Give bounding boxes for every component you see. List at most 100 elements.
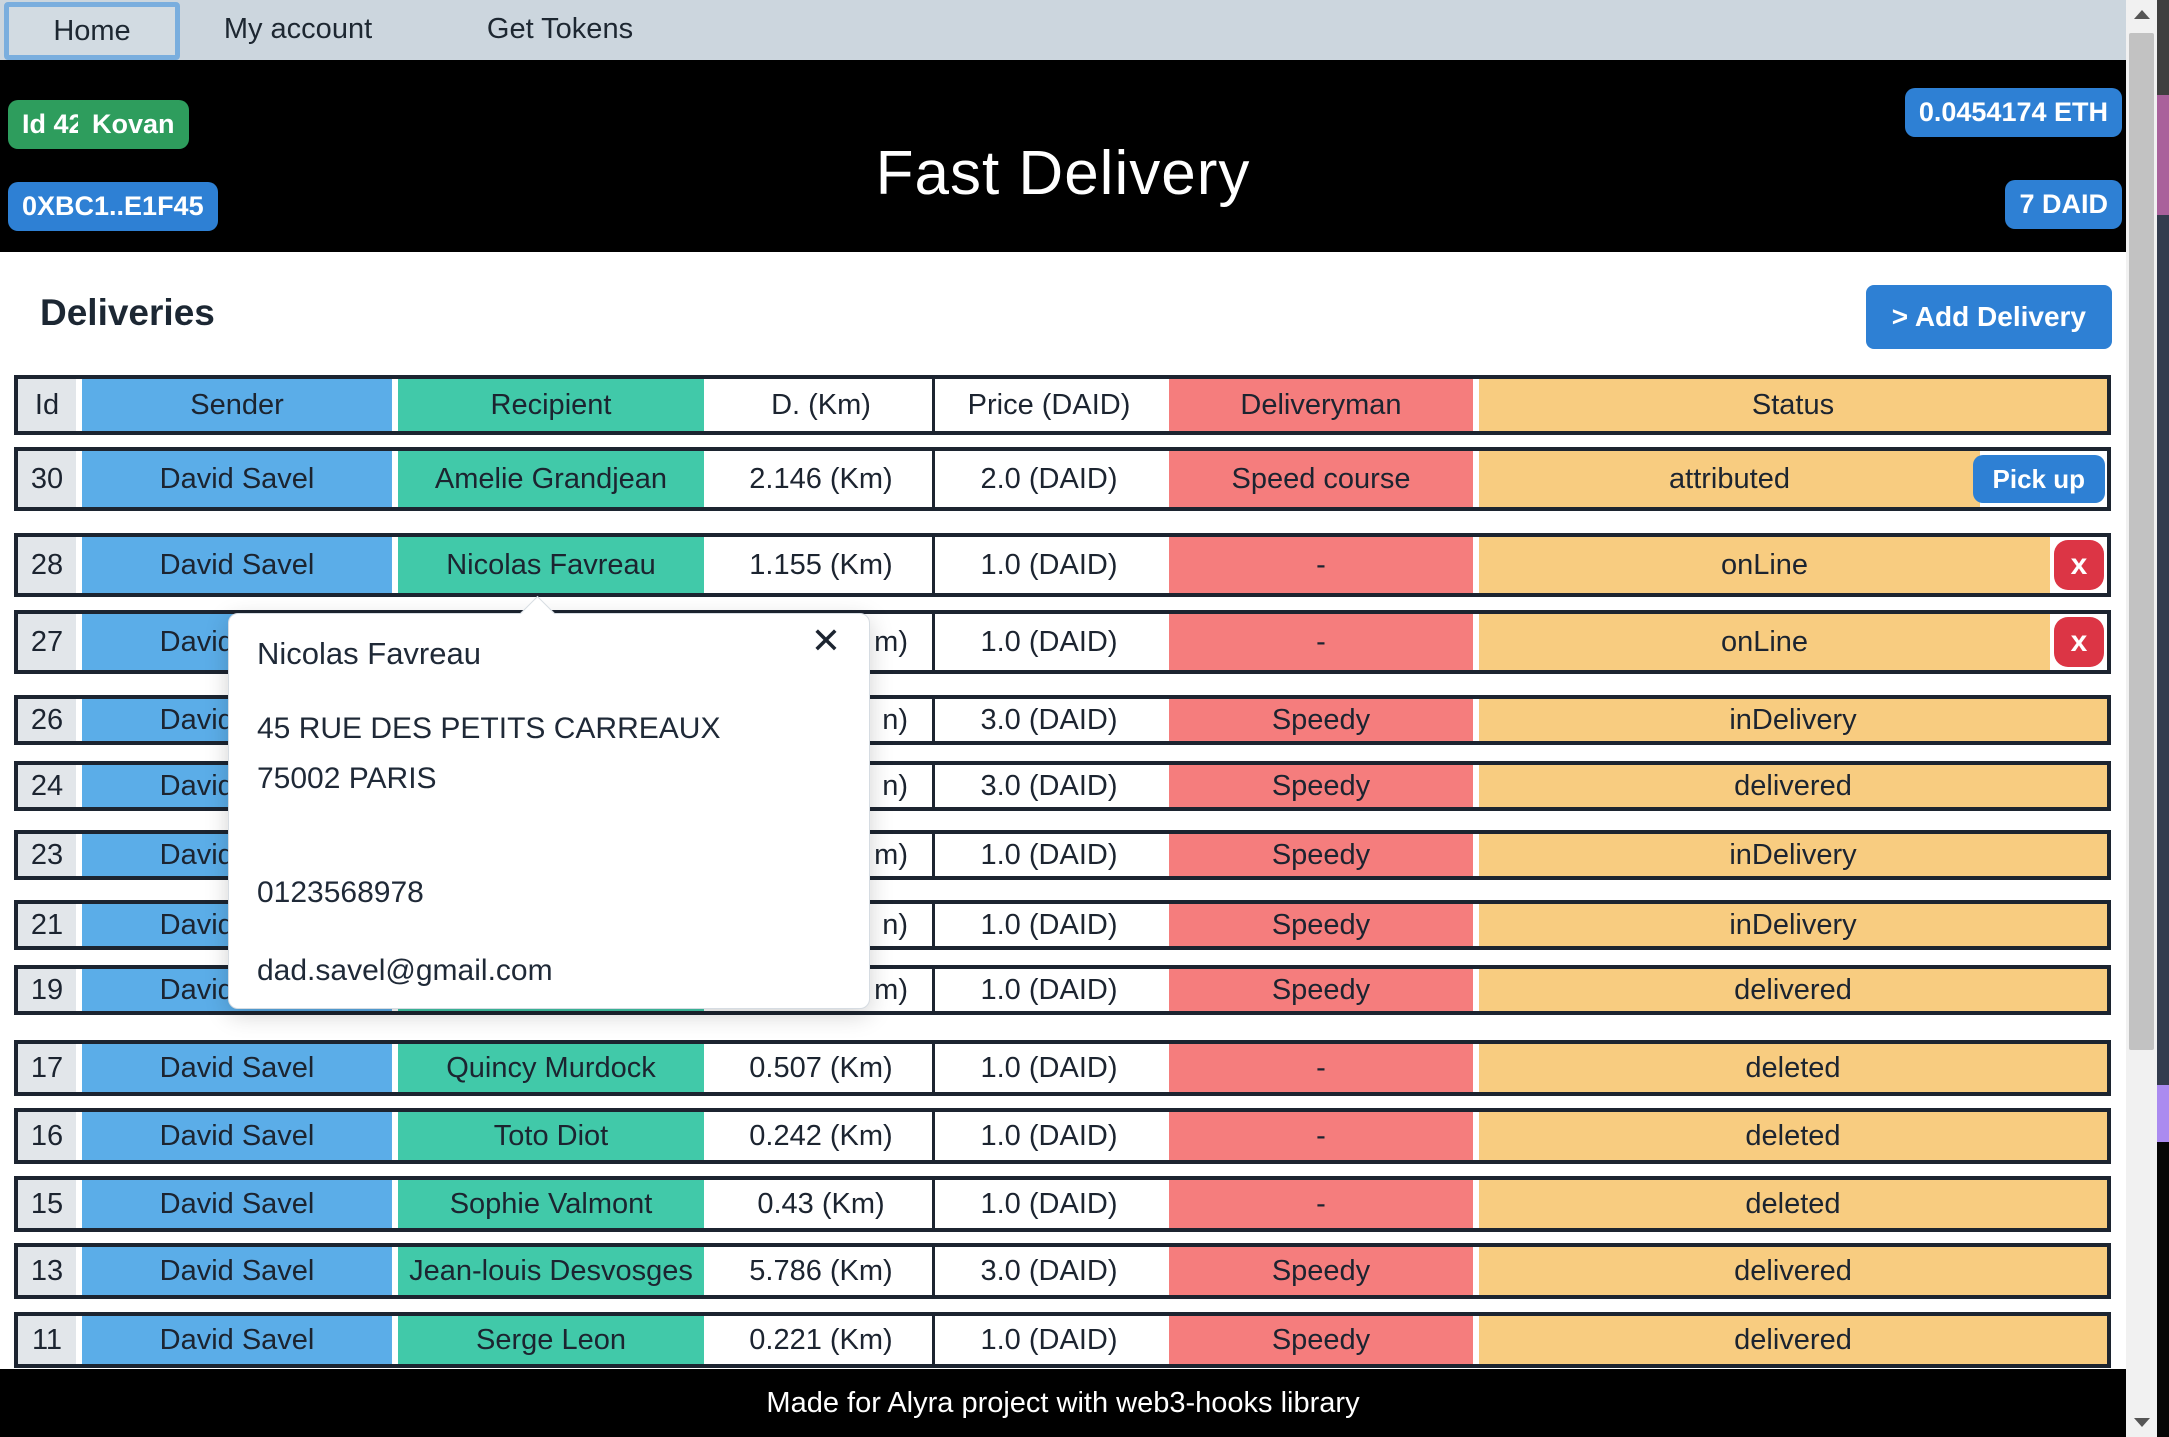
cell-gap (1473, 537, 1479, 593)
status-cell: inDelivery (1479, 834, 2107, 876)
status-cell: onLine x (1479, 614, 2107, 670)
recipient-cell[interactable]: Sophie Valmont (398, 1180, 704, 1228)
deliveryman-cell: Speedy (1169, 699, 1473, 741)
deliveryman-cell: Speedy (1169, 1247, 1473, 1295)
cell-gap (704, 537, 710, 593)
cell-gap (392, 1044, 398, 1092)
cell-gap (1473, 1044, 1479, 1092)
deliveryman-cell: Speedy (1169, 904, 1473, 946)
cell-gap (1473, 834, 1479, 876)
cell-gap (1473, 904, 1479, 946)
scrollbar-down-arrow[interactable] (2134, 1418, 2150, 1427)
price-cell: 1.0 (DAID) (935, 1044, 1163, 1092)
cell-gap (392, 537, 398, 593)
recipient-popup: ✕ Nicolas Favreau 45 RUE DES PETITS CARR… (228, 595, 870, 1009)
delete-delivery-button[interactable]: x (2054, 540, 2104, 590)
pick-up-button[interactable]: Pick up (1972, 455, 2105, 503)
cell-gap (1163, 699, 1169, 741)
cell-gap (704, 1112, 710, 1160)
cell-gap (932, 537, 935, 593)
status-badge: deleted (1479, 1044, 2107, 1092)
recipient-cell[interactable]: Jean-louis Desvosges (398, 1247, 704, 1295)
footer-text: Made for Alyra project with web3-hooks l… (766, 1386, 1360, 1419)
distance-cell: 0.507 (Km) (710, 1044, 932, 1092)
popup-recipient-name: Nicolas Favreau (257, 636, 481, 671)
deliveries-heading: Deliveries (40, 292, 215, 333)
status-badge: deleted (1479, 1112, 2107, 1160)
deliveryman-cell: Speedy (1169, 1316, 1473, 1364)
status-badge: inDelivery (1479, 904, 2107, 946)
column-header-id: Id (18, 379, 76, 431)
cell-gap (932, 904, 935, 946)
nav-tab-home[interactable]: Home (4, 2, 180, 60)
close-icon[interactable]: ✕ (805, 622, 847, 660)
recipient-cell[interactable]: Serge Leon (398, 1316, 704, 1364)
cell-gap (1473, 969, 1479, 1011)
price-cell: 3.0 (DAID) (935, 765, 1163, 807)
column-separator (932, 379, 935, 431)
cell-gap (704, 379, 710, 431)
deliveryman-cell: - (1169, 614, 1473, 670)
row-id-cell: 27 (18, 614, 76, 670)
cell-gap (1473, 1112, 1479, 1160)
status-cell: delivered (1479, 1247, 2107, 1295)
status-badge: deleted (1479, 1180, 2107, 1228)
cell-gap (1163, 904, 1169, 946)
status-cell: deleted (1479, 1044, 2107, 1092)
cell-gap (1163, 614, 1169, 670)
cell-gap (76, 1316, 82, 1364)
daid-balance-badge: 7 DAID (2005, 180, 2122, 229)
cell-gap (76, 537, 82, 593)
status-badge: inDelivery (1479, 834, 2107, 876)
deliveryman-cell: Speedy (1169, 969, 1473, 1011)
status-badge: delivered (1479, 969, 2107, 1011)
status-badge: delivered (1479, 765, 2107, 807)
nav-tab-my-account[interactable]: My account (223, 12, 373, 45)
column-header-sender: Sender (82, 379, 392, 431)
add-delivery-button[interactable]: > Add Delivery (1865, 285, 2112, 349)
price-cell: 1.0 (DAID) (935, 969, 1163, 1011)
cell-gap (932, 451, 935, 507)
cell-gap (1473, 379, 1479, 431)
scrollbar-thumb[interactable] (2129, 33, 2154, 1050)
recipient-cell[interactable]: Toto Diot (398, 1112, 704, 1160)
status-cell: delivered (1479, 765, 2107, 807)
cell-gap (1473, 1180, 1479, 1228)
cell-gap (392, 379, 398, 431)
scrollbar-up-arrow[interactable] (2134, 10, 2150, 19)
popup-phone: 0123568978 (257, 876, 424, 909)
cell-gap (704, 1180, 710, 1228)
recipient-cell[interactable]: Quincy Murdock (398, 1044, 704, 1092)
cell-gap (932, 765, 935, 807)
cell-gap (1163, 834, 1169, 876)
cell-gap (76, 379, 82, 431)
recipient-cell[interactable]: Amelie Grandjean (398, 451, 704, 507)
delete-delivery-button[interactable]: x (2054, 617, 2104, 667)
deliveryman-cell: Speedy (1169, 765, 1473, 807)
cell-gap (1163, 1112, 1169, 1160)
table-row: 30 David Savel Amelie Grandjean 2.146 (Km) 2… (14, 447, 2111, 511)
vertical-scrollbar[interactable] (2126, 0, 2157, 1437)
row-id-cell: 16 (18, 1112, 76, 1160)
sender-cell: David Savel (82, 451, 392, 507)
cell-gap (1473, 614, 1479, 670)
cell-gap (392, 1247, 398, 1295)
cell-gap (392, 1112, 398, 1160)
cell-gap (704, 451, 710, 507)
price-cell: 1.0 (DAID) (935, 1316, 1163, 1364)
page-title: Fast Delivery (875, 139, 1251, 208)
row-id-cell: 23 (18, 834, 76, 876)
nav-tab-get-tokens[interactable]: Get Tokens (486, 12, 634, 45)
status-cell: attributed Pick up (1479, 451, 2107, 507)
table-header-row: Id Sender Recipient D. (Km) Price (DAID)… (14, 375, 2111, 435)
cell-gap (932, 699, 935, 741)
eth-balance-badge: 0.0454174 ETH (1904, 88, 2122, 137)
cell-gap (1473, 1316, 1479, 1364)
edge-segment (2157, 95, 2169, 215)
cell-gap (76, 1044, 82, 1092)
cell-gap (392, 1316, 398, 1364)
cell-gap (1163, 1180, 1169, 1228)
price-cell: 1.0 (DAID) (935, 904, 1163, 946)
deliveryman-cell: - (1169, 1044, 1473, 1092)
recipient-cell[interactable]: Nicolas Favreau (398, 537, 704, 593)
